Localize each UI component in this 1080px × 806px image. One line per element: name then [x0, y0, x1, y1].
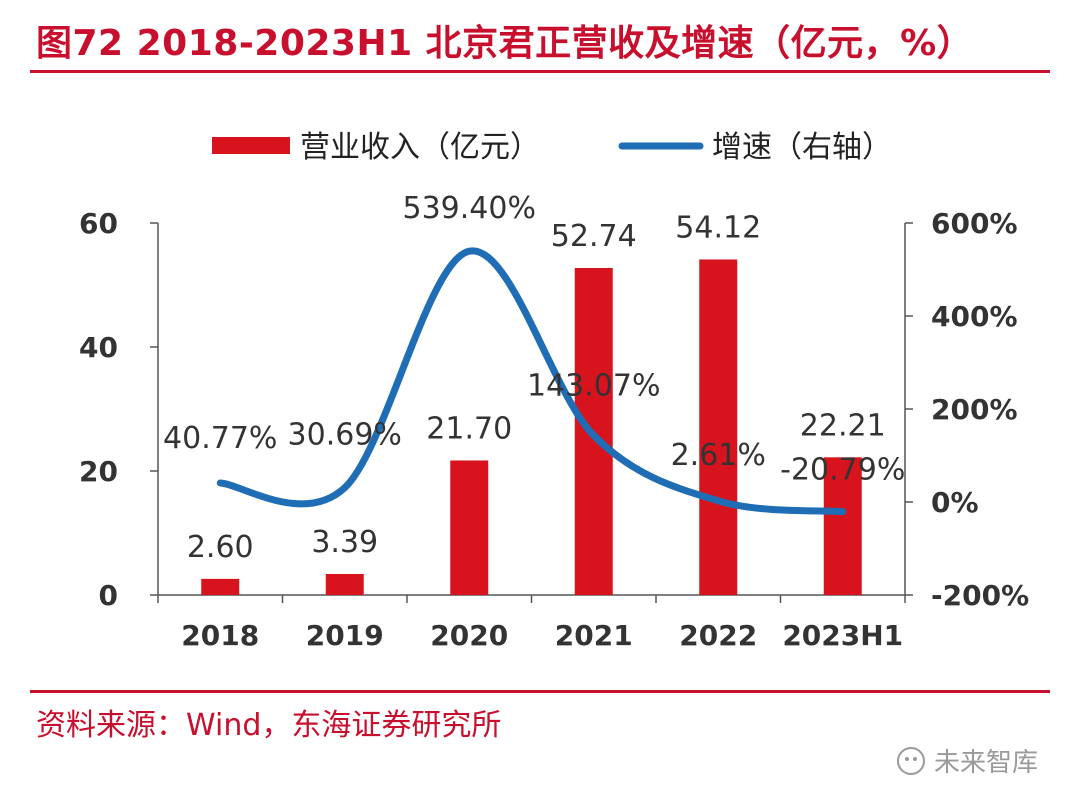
right-axis-tick-label: 400%	[931, 300, 1018, 333]
line-data-label: 30.69%	[288, 418, 402, 453]
line-data-label: 539.40%	[403, 191, 536, 226]
x-axis-tick-label: 2023H1	[782, 619, 903, 652]
line-data-label: 143.07%	[527, 368, 660, 403]
legend-bar-label: 营业收入（亿元）	[300, 130, 540, 165]
right-axis-tick-label: -200%	[931, 579, 1029, 612]
x-axis-tick-label: 2019	[306, 619, 384, 652]
watermark: 未来智库	[896, 742, 1038, 779]
bar-data-label: 54.12	[675, 210, 761, 245]
line-data-label: 2.61%	[671, 438, 766, 473]
legend-line-label: 增速（右轴）	[712, 130, 892, 165]
source-divider	[30, 690, 1050, 693]
bar-data-label: 21.70	[426, 411, 512, 446]
bar-data-label: 3.39	[311, 525, 378, 560]
bar-data-label: 2.60	[187, 530, 254, 565]
title-divider	[30, 70, 1050, 73]
revenue-bar	[325, 573, 364, 595]
bar-data-label: 52.74	[551, 219, 637, 254]
watermark-text: 未来智库	[934, 748, 1039, 778]
left-axis-tick-label: 40	[79, 331, 118, 364]
right-axis-tick-label: 600%	[931, 207, 1018, 240]
revenue-bar	[201, 578, 240, 595]
left-axis-tick-label: 60	[79, 207, 118, 240]
line-data-label: 40.77%	[163, 421, 277, 456]
revenue-bar	[699, 259, 738, 595]
source-note: 资料来源：Wind，东海证券研究所	[36, 708, 502, 743]
revenue-growth-chart: 营业收入（亿元） 增速（右轴） 0 20 40 60 -200% 0% 200% 400% 600%…	[79, 130, 1029, 652]
revenue-bar	[450, 460, 489, 595]
line-data-label: -20.79%	[780, 453, 905, 488]
right-axis-tick-label: 200%	[931, 393, 1018, 426]
x-axis-tick-label: 2021	[555, 619, 633, 652]
right-axis-tick-label: 0%	[931, 486, 979, 519]
wechat-icon	[897, 746, 925, 775]
x-axis-tick-label: 2022	[679, 619, 757, 652]
figure-title: 图72 2018-2023H1 北京君正营收及增速（亿元，%）	[36, 23, 974, 64]
left-axis-tick-label: 0	[99, 579, 118, 612]
revenue-bar	[823, 457, 862, 595]
legend-bar-swatch	[212, 137, 290, 154]
x-axis-tick-label: 2020	[430, 619, 508, 652]
bar-data-label: 22.21	[800, 408, 886, 443]
left-axis-tick-label: 20	[79, 455, 118, 488]
x-axis-tick-label: 2018	[181, 619, 259, 652]
